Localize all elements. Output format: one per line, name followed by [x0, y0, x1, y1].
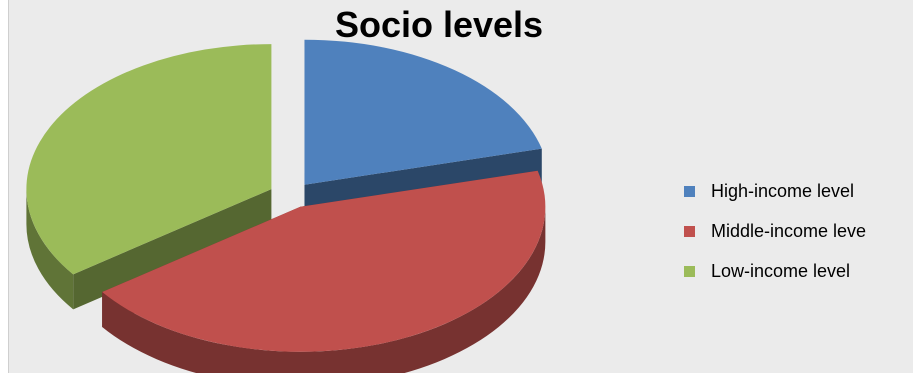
legend-swatch-high — [684, 185, 695, 197]
pie-slice-low — [26, 44, 272, 310]
pie-slice-top — [102, 170, 546, 352]
legend-label-high: High-income level — [711, 180, 855, 201]
pie-slice-rim — [26, 189, 74, 310]
legend-label-middle: Middle-income leve — [711, 220, 867, 241]
legend-item-middle: Middle-income leve — [684, 217, 913, 245]
pie-slice-top — [26, 44, 272, 275]
pie-slice-wall — [73, 189, 272, 310]
legend-swatch-low — [684, 265, 695, 277]
chart-title: Socio levels — [334, 4, 544, 45]
legend-swatch-middle — [684, 225, 695, 237]
pie-slice-middle — [102, 170, 546, 373]
legend-item-low: Low-income level — [684, 257, 913, 285]
pie-chart — [26, 39, 546, 373]
chart-area: Socio levels High-income level Middle-in… — [8, 0, 913, 373]
legend-label-low: Low-income level — [711, 260, 851, 281]
legend-item-high: High-income level — [684, 177, 913, 205]
pie-slice-top — [304, 39, 542, 185]
pie-slice-rim — [102, 206, 546, 373]
legend: High-income level Middle-income leve Low… — [684, 177, 913, 297]
